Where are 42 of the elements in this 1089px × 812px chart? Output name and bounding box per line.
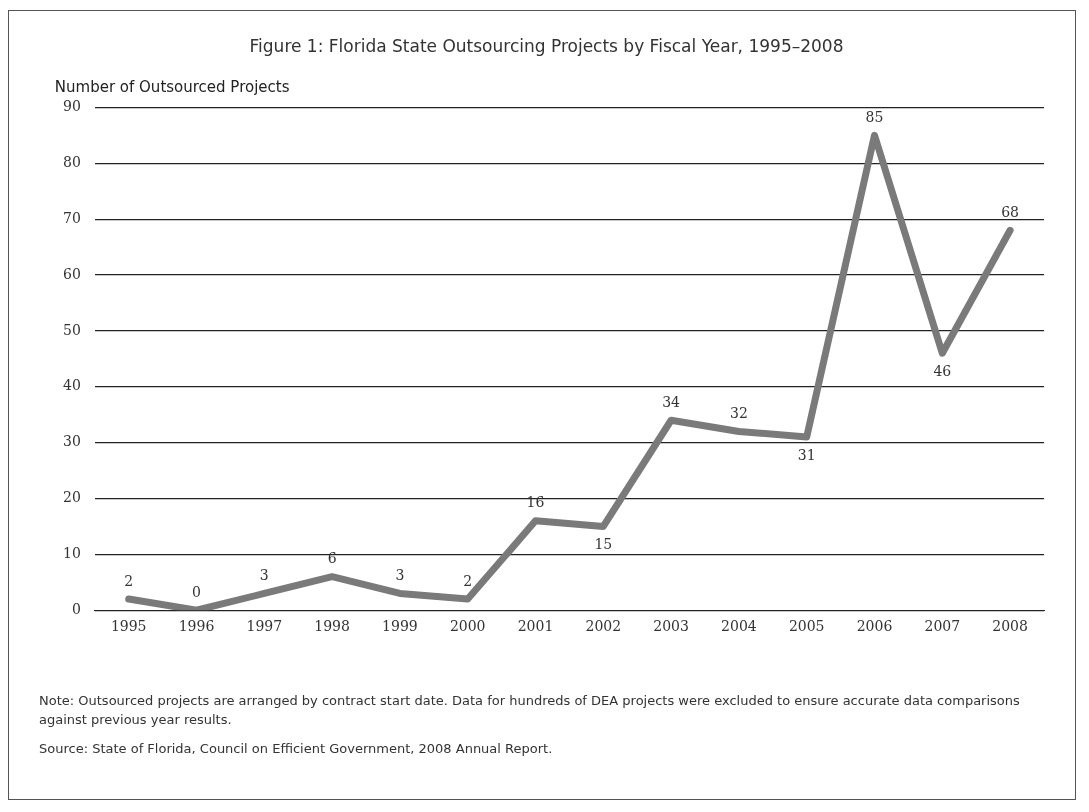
data-label: 0 — [192, 583, 201, 600]
data-label: 15 — [594, 536, 613, 553]
y-tick-label: 0 — [71, 600, 81, 617]
x-tick-label: 2000 — [449, 618, 486, 635]
text: Note: Outsourced projects are arranged by contract start date. Data for hundreds of DEA projects were excluded to ensure accurate data comparisons against previous year results. — [39, 692, 1021, 729]
data-label: 3 — [259, 567, 269, 584]
x-tick-label: 1998 — [314, 618, 350, 635]
x-tick-label: 2006 — [856, 618, 893, 635]
data-label: 31 — [797, 446, 816, 463]
x-tick-label: 2001 — [517, 618, 554, 635]
data-label: 2 — [124, 572, 134, 589]
x-tick-label: 1995 — [110, 618, 147, 635]
x-tick-label: 2005 — [788, 618, 825, 635]
y-tick-label: 80 — [62, 153, 81, 170]
data-label: 46 — [933, 362, 952, 379]
x-tick-label: 1999 — [382, 618, 418, 635]
y-tick-label: 70 — [62, 209, 81, 226]
y-tick-label: 40 — [62, 377, 81, 394]
y-axis-title: Number of Outsourced Projects — [54, 77, 290, 96]
x-tick-label: 2002 — [585, 618, 622, 635]
y-tick-label: 30 — [62, 433, 81, 450]
y-tick-label: 60 — [62, 265, 81, 282]
data-label: 68 — [1001, 203, 1020, 220]
data-label: 34 — [662, 393, 681, 410]
y-tick-label: 50 — [62, 321, 81, 338]
chart-title: Figure 1: Florida State Outsourcing Projects by Fiscal Year, 1995–2008 — [249, 35, 844, 56]
x-tick-label: 2007 — [924, 618, 961, 635]
x-tick-label: 2003 — [653, 618, 689, 635]
data-label: 6 — [327, 550, 337, 567]
y-tick-label: 90 — [62, 98, 81, 115]
data-label: 85 — [865, 108, 884, 125]
data-label: 16 — [526, 494, 545, 511]
data-label: 2 — [463, 572, 473, 589]
x-tick-label: 2008 — [992, 618, 1028, 635]
x-tick-label: 1997 — [246, 618, 283, 635]
y-tick-label: 10 — [62, 544, 81, 561]
y-tick-label: 20 — [62, 489, 81, 506]
data-label: 32 — [729, 405, 748, 422]
source-note: Source: State of Florida, Council on Efficient Government, 2008 Annual Report. — [39, 740, 554, 758]
data-label: 3 — [395, 567, 405, 584]
x-tick-label: 1996 — [178, 618, 215, 635]
x-tick-label: 2004 — [721, 618, 757, 635]
